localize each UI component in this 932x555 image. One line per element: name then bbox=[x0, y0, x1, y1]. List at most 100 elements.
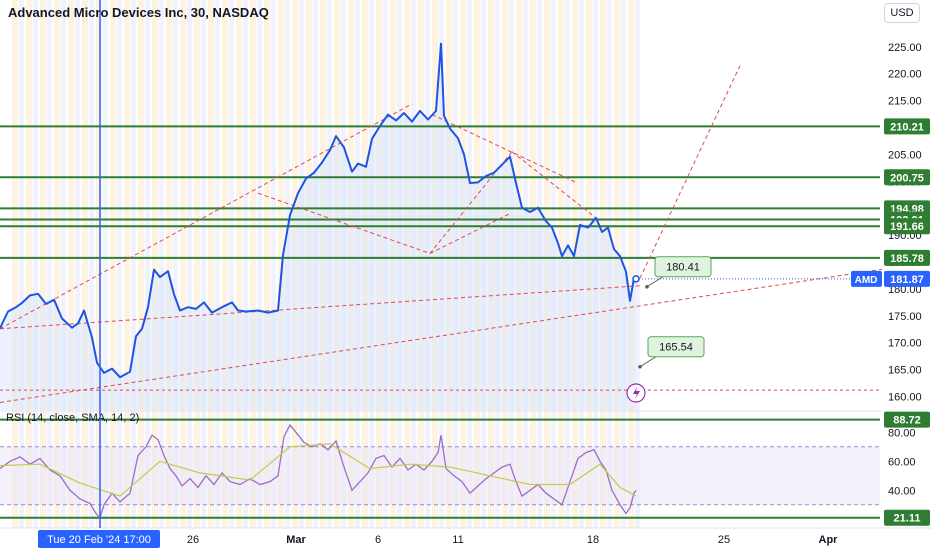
session-stripe bbox=[201, 0, 206, 528]
trend-line bbox=[0, 103, 413, 330]
price-tick-label: 180.00 bbox=[888, 284, 922, 296]
session-stripe bbox=[124, 0, 130, 528]
rsi-tick-label: 60.00 bbox=[888, 456, 916, 468]
trend-line bbox=[429, 213, 511, 254]
trend-line bbox=[639, 65, 741, 279]
chart-title: Advanced Micro Devices Inc, 30, NASDAQ bbox=[8, 5, 269, 20]
price-line bbox=[0, 42, 637, 379]
session-stripe bbox=[635, 0, 640, 528]
session-stripe bbox=[26, 0, 32, 528]
session-stripe bbox=[236, 0, 242, 528]
session-stripe bbox=[222, 0, 228, 528]
level-label-badge bbox=[884, 218, 930, 235]
currency-button[interactable]: USD bbox=[884, 3, 920, 23]
crosshair: Tue 20 Feb '24 17:00 bbox=[38, 0, 160, 548]
session-stripe bbox=[173, 0, 178, 528]
session-stripe bbox=[152, 0, 158, 528]
price-tick-label: 220.00 bbox=[888, 69, 922, 81]
price-axis: 160.00165.00170.00175.00180.00185.00190.… bbox=[851, 0, 932, 550]
rsi-band-fill bbox=[0, 446, 880, 505]
session-stripe bbox=[33, 0, 38, 528]
level-label: 200.75 bbox=[890, 172, 924, 184]
session-stripe bbox=[159, 0, 164, 528]
rsi-series: RSI (14, close, SMA, 14, 2) bbox=[0, 412, 637, 520]
callout-stem bbox=[646, 276, 664, 288]
callout-box bbox=[654, 256, 712, 278]
rsi-line bbox=[0, 423, 637, 520]
session-stripe bbox=[208, 0, 214, 528]
level-lines bbox=[0, 125, 880, 519]
crosshair-time-badge bbox=[38, 530, 160, 548]
session-stripe bbox=[110, 0, 116, 528]
session-stripe bbox=[628, 0, 634, 528]
session-stripe bbox=[145, 0, 150, 528]
time-tick-label: Mar bbox=[286, 534, 306, 546]
time-tick-label: 6 bbox=[375, 534, 381, 546]
rsi-band bbox=[0, 446, 880, 506]
level-label: 88.72 bbox=[893, 415, 921, 427]
time-tick-label: 25 bbox=[718, 534, 730, 546]
trend-line bbox=[511, 151, 601, 222]
level-label: 210.21 bbox=[890, 121, 924, 133]
session-stripe bbox=[54, 0, 60, 528]
price-tick-label: 215.00 bbox=[888, 96, 922, 108]
session-stripe bbox=[12, 0, 18, 528]
session-stripe bbox=[229, 0, 234, 528]
current-price-badge bbox=[884, 270, 930, 287]
rsi-tick-label: 40.00 bbox=[888, 485, 916, 497]
session-stripe bbox=[271, 0, 276, 528]
callout-stem bbox=[639, 356, 657, 368]
session-stripe bbox=[75, 0, 80, 528]
level-label-badge bbox=[884, 249, 930, 266]
session-stripe bbox=[82, 0, 88, 528]
session-stripe bbox=[215, 0, 220, 528]
session-stripe bbox=[96, 0, 102, 528]
price-tick-label: 160.00 bbox=[888, 392, 922, 404]
rsi-ma-line bbox=[0, 443, 637, 497]
session-stripe bbox=[250, 0, 256, 528]
callout-anchor bbox=[638, 364, 642, 369]
callout-label: 180.41 bbox=[666, 262, 700, 274]
level-label: 191.66 bbox=[890, 221, 924, 233]
price-series bbox=[0, 42, 640, 379]
session-stripe bbox=[278, 0, 284, 528]
time-axis: 26 Mar 6 11 18 25 Apr bbox=[0, 527, 932, 546]
session-stripe bbox=[89, 0, 94, 528]
session-stripe bbox=[40, 0, 46, 528]
time-tick-label: 18 bbox=[587, 534, 599, 546]
price-tick-label: 175.00 bbox=[888, 311, 922, 323]
price-tick-label: 170.00 bbox=[888, 338, 922, 350]
time-tick-label: 26 bbox=[187, 534, 199, 546]
rsi-tick-label: 80.00 bbox=[888, 427, 916, 439]
callout-box bbox=[647, 336, 705, 358]
price-tick-label: 165.00 bbox=[888, 365, 922, 377]
session-stripe bbox=[68, 0, 74, 528]
price-tick-label: 225.00 bbox=[888, 42, 922, 54]
level-label-badge bbox=[884, 118, 930, 135]
trend-line bbox=[431, 114, 577, 183]
session-stripe bbox=[194, 0, 200, 528]
level-label-badge bbox=[884, 509, 930, 526]
session-stripe bbox=[166, 0, 172, 528]
trend-line bbox=[257, 192, 431, 254]
level-label-badge bbox=[884, 169, 930, 186]
time-tick-label: 11 bbox=[452, 534, 463, 546]
time-tick-label: Apr bbox=[819, 534, 839, 546]
crosshair-time-label: Tue 20 Feb '24 17:00 bbox=[47, 534, 151, 546]
callout-label: 165.54 bbox=[659, 342, 693, 354]
session-stripe bbox=[103, 0, 108, 528]
level-label: 21.11 bbox=[894, 513, 921, 525]
price-tick-label: 205.00 bbox=[888, 149, 922, 161]
session-stripe bbox=[19, 0, 24, 528]
session-stripe bbox=[131, 0, 136, 528]
annotations: 180.41 165.54 bbox=[626, 256, 712, 403]
level-label: 185.78 bbox=[890, 253, 924, 265]
session-stripe bbox=[264, 0, 270, 528]
trend-line bbox=[0, 261, 931, 403]
symbol-label: AMD bbox=[855, 275, 878, 286]
session-stripe bbox=[187, 0, 192, 528]
session-stripe bbox=[47, 0, 52, 528]
session-stripe bbox=[138, 0, 144, 528]
session-stripe bbox=[243, 0, 248, 528]
